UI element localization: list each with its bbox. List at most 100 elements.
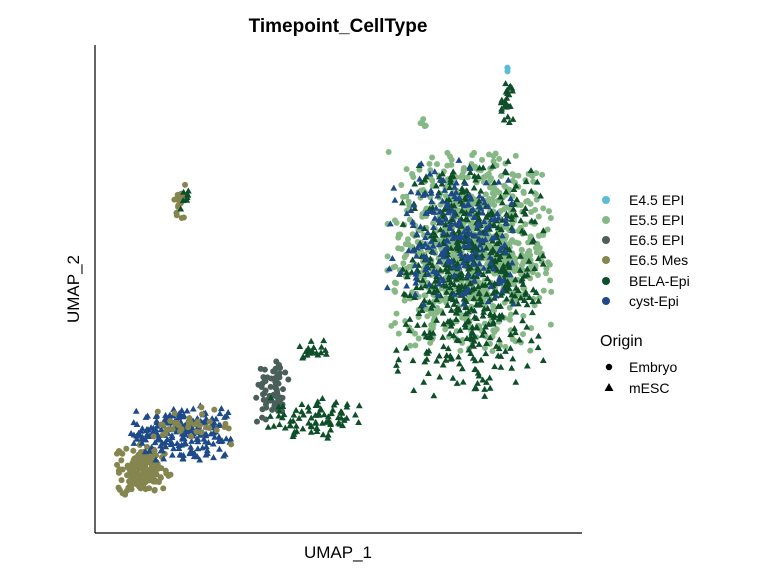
point-triangle-cyst-epi	[157, 442, 164, 449]
point-triangle-bela-epi	[459, 378, 467, 385]
point-circle-e6-5-mes	[193, 428, 200, 435]
point-triangle-cyst-epi	[183, 407, 191, 414]
point-triangle-bela-epi	[471, 172, 478, 179]
point-triangle-bela-epi	[465, 346, 473, 353]
point-triangle-bela-epi	[500, 116, 508, 123]
point-triangle-bela-epi	[447, 295, 455, 302]
point-triangle-bela-epi	[506, 246, 513, 253]
point-triangle-cyst-epi	[173, 439, 181, 446]
point-triangle-cyst-epi	[467, 230, 475, 237]
point-triangle-bela-epi	[534, 344, 542, 351]
point-triangle-cyst-epi	[432, 204, 440, 211]
point-circle-e6-5-mes	[213, 427, 220, 434]
legend-label-bela-epi: BELA-Epi	[629, 273, 690, 289]
point-triangle-bela-epi	[337, 408, 345, 415]
point-triangle-bela-epi	[470, 294, 478, 301]
point-triangle-cyst-epi	[471, 213, 478, 220]
legend-item-cyst-epi: cyst-Epi	[602, 293, 679, 309]
point-triangle-bela-epi	[307, 337, 315, 344]
point-triangle-bela-epi	[420, 225, 428, 232]
point-triangle-bela-epi	[503, 86, 511, 93]
point-circle-e5-5-epi	[511, 172, 518, 179]
point-triangle-bela-epi	[322, 350, 330, 357]
point-triangle-cyst-epi	[496, 279, 504, 286]
point-triangle-cyst-epi	[180, 451, 187, 458]
point-triangle-cyst-epi	[498, 232, 506, 239]
point-triangle-bela-epi	[512, 378, 520, 385]
point-circle-e5-5-epi	[515, 172, 522, 179]
point-triangle-cyst-epi	[449, 207, 457, 214]
point-circle-e6-5-mes	[171, 410, 178, 417]
point-triangle-cyst-epi	[492, 292, 500, 299]
point-circle-e5-5-epi	[384, 253, 391, 260]
point-triangle-cyst-epi	[424, 243, 432, 250]
point-triangle-bela-epi	[486, 334, 494, 341]
point-triangle-bela-epi	[470, 307, 478, 314]
point-triangle-cyst-epi	[215, 421, 223, 428]
point-triangle-cyst-epi	[465, 272, 472, 279]
point-triangle-bela-epi	[496, 253, 504, 260]
point-triangle-cyst-epi	[227, 435, 235, 442]
point-circle-e6-5-epi	[261, 366, 268, 373]
point-triangle-cyst-epi	[460, 228, 468, 235]
point-triangle-bela-epi	[289, 417, 297, 424]
point-triangle-cyst-epi	[168, 434, 176, 441]
point-triangle-bela-epi	[446, 184, 454, 191]
point-triangle-cyst-epi	[476, 192, 483, 199]
point-triangle-cyst-epi	[422, 265, 429, 272]
point-triangle-cyst-epi	[478, 246, 486, 253]
point-circle-e6-5-mes	[151, 487, 158, 494]
point-triangle-cyst-epi	[504, 176, 512, 183]
point-triangle-cyst-epi	[388, 255, 396, 262]
point-triangle-cyst-epi	[142, 413, 150, 420]
point-circle-e5-5-epi	[528, 325, 535, 332]
point-triangle-bela-epi	[447, 318, 455, 325]
point-circle-e5-5-epi	[532, 206, 539, 213]
point-circle-e6-5-mes	[115, 484, 122, 491]
point-triangle-cyst-epi	[420, 252, 428, 259]
point-triangle-bela-epi	[456, 360, 463, 367]
point-circle-e6-5-mes	[198, 404, 205, 411]
point-triangle-bela-epi	[427, 232, 435, 239]
point-triangle-cyst-epi	[455, 263, 463, 270]
point-triangle-cyst-epi	[190, 453, 198, 460]
point-triangle-bela-epi	[413, 284, 420, 291]
point-triangle-cyst-epi	[445, 256, 452, 263]
point-circle-e5-5-epi	[391, 279, 398, 286]
point-triangle-bela-epi	[432, 182, 440, 189]
point-triangle-cyst-epi	[482, 179, 490, 186]
point-triangle-bela-epi	[479, 376, 487, 383]
point-triangle-cyst-epi	[486, 253, 494, 260]
point-circle-e5-5-epi	[400, 193, 407, 200]
point-triangle-bela-epi	[305, 419, 313, 426]
point-circle-e5-5-epi	[540, 287, 547, 294]
point-circle-e6-5-mes	[154, 408, 161, 415]
point-triangle-cyst-epi	[508, 259, 516, 266]
point-triangle-bela-epi	[528, 238, 536, 245]
point-circle-e6-5-epi	[258, 384, 265, 391]
legend-swatch-e45-epi	[602, 196, 610, 204]
point-triangle-bela-epi	[462, 310, 470, 317]
point-circle-e5-5-epi	[533, 249, 540, 256]
point-triangle-cyst-epi	[175, 445, 183, 452]
point-triangle-bela-epi	[315, 409, 323, 416]
point-triangle-bela-epi	[539, 260, 547, 267]
point-triangle-bela-epi	[321, 346, 329, 353]
point-circle-e5-5-epi	[518, 246, 525, 253]
point-triangle-bela-epi	[509, 355, 517, 362]
point-triangle-bela-epi	[453, 379, 461, 386]
point-triangle-bela-epi	[436, 173, 443, 180]
point-triangle-bela-epi	[468, 341, 476, 348]
point-triangle-cyst-epi	[499, 277, 507, 284]
legend: E4.5 EPI E5.5 EPI E6.5 EPI E6.5 Mes BELA…	[600, 192, 690, 396]
point-triangle-bela-epi	[476, 164, 483, 171]
point-circle-e6-5-mes	[140, 472, 147, 479]
point-triangle-cyst-epi	[462, 287, 470, 294]
point-circle-e5-5-epi	[395, 234, 402, 241]
point-circle-e6-5-mes	[211, 406, 218, 413]
point-circle-e6-5-mes	[228, 441, 235, 448]
point-triangle-bela-epi	[455, 353, 462, 360]
point-triangle-bela-epi	[461, 282, 469, 289]
point-triangle-bela-epi	[458, 365, 466, 372]
point-triangle-bela-epi	[266, 412, 274, 419]
